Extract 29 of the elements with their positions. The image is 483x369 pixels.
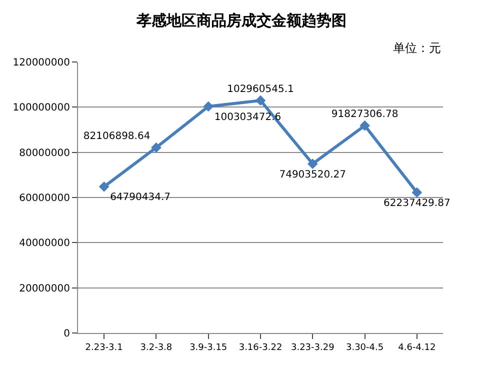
x-tick-label: 3.2-3.8 xyxy=(140,342,172,353)
data-label: 91827306.78 xyxy=(331,109,398,120)
y-tick-label: 60000000 xyxy=(19,193,70,204)
data-label: 102960545.1 xyxy=(227,84,294,95)
point xyxy=(307,158,318,170)
y-tick-label: 100000000 xyxy=(12,102,70,114)
point xyxy=(151,142,162,153)
point xyxy=(412,187,422,198)
chart-title: 孝感地区商品房成交金额趋势图 xyxy=(136,11,346,30)
x-tick-label: 3.16-3.22 xyxy=(238,342,282,353)
y-tick-label: 0 xyxy=(64,328,70,340)
y-tick-label: 80000000 xyxy=(19,148,70,159)
y-tick-label: 20000000 xyxy=(19,283,70,294)
data-label: 82106898.64 xyxy=(83,131,150,142)
text: 单位：元 xyxy=(393,41,441,55)
data-label: 64790434.7 xyxy=(110,192,171,204)
x-tick-label: 3.9-3.15 xyxy=(190,342,228,353)
point xyxy=(98,181,110,192)
point xyxy=(360,120,370,131)
data-label: 74903520.27 xyxy=(279,169,346,180)
point xyxy=(255,95,266,106)
data-label: 62237429.87 xyxy=(384,198,450,209)
x-tick-label: 3.30-4.5 xyxy=(346,342,384,353)
x-tick-label: 4.6-4.12 xyxy=(398,342,436,353)
x-tick-label: 3.23-3.29 xyxy=(290,342,335,353)
x-tick-label: 2.23-3.1 xyxy=(85,342,123,353)
y-tick-label: 120000000 xyxy=(12,58,70,68)
point xyxy=(203,101,214,112)
y-tick-label: 40000000 xyxy=(19,238,70,250)
